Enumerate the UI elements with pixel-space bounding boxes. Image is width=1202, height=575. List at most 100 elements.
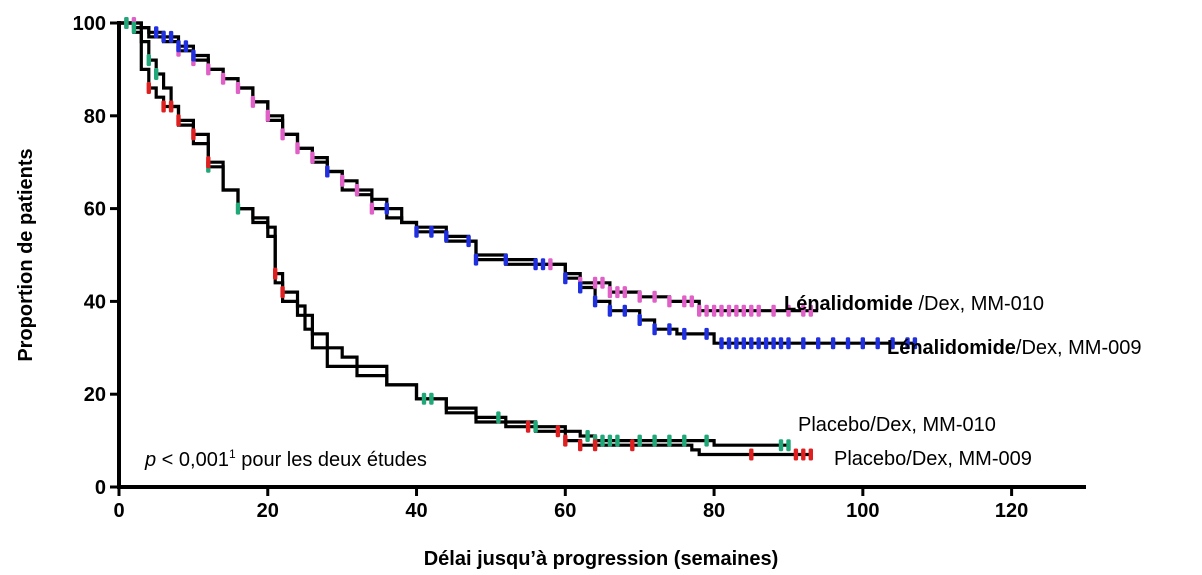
censor-mark-series-0 xyxy=(749,304,754,317)
censor-mark-series-1 xyxy=(325,165,330,178)
x-tick-label: 20 xyxy=(257,500,279,522)
censor-mark-series-0 xyxy=(756,304,761,317)
p-value-annotation: p < 0,0011 pour les deux études xyxy=(144,447,427,471)
censor-mark-series-3 xyxy=(525,420,531,433)
censor-mark-series-3 xyxy=(146,82,151,94)
censor-mark-series-0 xyxy=(615,286,620,299)
censor-mark-series-3 xyxy=(578,439,583,452)
censor-mark-series-3 xyxy=(206,156,211,169)
censor-mark-series-0 xyxy=(310,151,315,164)
censor-mark-series-2 xyxy=(652,434,657,447)
censor-mark-series-1 xyxy=(726,337,732,350)
y-tick-label: 20 xyxy=(84,384,106,406)
x-tick-label: 80 xyxy=(703,500,725,522)
censor-mark-series-0 xyxy=(622,286,627,299)
censor-mark-series-1 xyxy=(749,337,754,350)
censor-mark-series-3 xyxy=(273,267,278,280)
censor-mark-series-1 xyxy=(466,235,471,248)
censor-mark-series-3 xyxy=(630,439,635,452)
censor-mark-series-1 xyxy=(191,49,196,62)
censor-mark-series-1 xyxy=(845,337,851,350)
censor-marks xyxy=(124,17,918,461)
censor-mark-series-0 xyxy=(689,295,694,308)
censor-mark-series-3 xyxy=(563,434,568,447)
censor-mark-series-1 xyxy=(154,26,159,39)
censor-mark-series-3 xyxy=(801,448,806,461)
series-label-len-mm010-rest: /Dex, MM-010 xyxy=(913,293,1044,315)
censor-mark-series-1 xyxy=(682,327,687,340)
censor-mark-series-2 xyxy=(496,411,501,424)
censor-mark-series-1 xyxy=(533,258,538,271)
censor-mark-series-2 xyxy=(615,434,620,447)
p-suffix: pour les deux études xyxy=(236,449,427,471)
censor-mark-series-1 xyxy=(890,337,895,350)
censor-mark-series-1 xyxy=(704,327,709,340)
censor-mark-series-3 xyxy=(793,448,799,461)
censor-mark-series-1 xyxy=(429,225,434,238)
km-curve-series-2 xyxy=(119,21,789,447)
censor-mark-series-0 xyxy=(354,184,360,196)
censor-mark-series-0 xyxy=(592,276,598,289)
censor-mark-series-1 xyxy=(830,337,836,350)
series-label-pla-mm010: Placebo/Dex, MM-010 xyxy=(798,414,996,436)
p-italic: p xyxy=(144,449,156,471)
censor-mark-series-1 xyxy=(540,258,546,271)
censor-mark-series-2 xyxy=(682,434,687,447)
censor-mark-series-0 xyxy=(607,286,613,299)
censor-mark-series-0 xyxy=(726,304,732,317)
censor-mark-series-2 xyxy=(667,434,672,447)
km-curve-series-3 xyxy=(119,21,811,457)
censor-mark-series-0 xyxy=(734,304,739,317)
y-tick-label: 0 xyxy=(95,477,106,499)
censor-mark-series-0 xyxy=(340,174,345,187)
censor-mark-series-1 xyxy=(607,304,613,317)
censor-mark-series-2 xyxy=(607,434,613,447)
censor-mark-series-0 xyxy=(637,290,642,303)
censor-mark-series-1 xyxy=(734,337,739,350)
series-label-pla-mm009: Placebo/Dex, MM-009 xyxy=(834,448,1032,470)
censor-mark-series-2 xyxy=(533,420,538,433)
censor-mark-series-1 xyxy=(741,337,746,350)
censor-mark-series-0 xyxy=(220,72,226,85)
censor-mark-series-2 xyxy=(146,54,151,67)
p-superscript: 1 xyxy=(229,447,236,461)
censor-mark-series-3 xyxy=(176,114,181,127)
censor-mark-series-1 xyxy=(801,337,806,350)
series-label-len-mm009-bold: Lénalidomide xyxy=(887,337,1016,359)
censor-mark-series-0 xyxy=(265,109,270,122)
censor-mark-series-1 xyxy=(622,304,627,317)
censor-mark-series-3 xyxy=(161,100,166,113)
censor-mark-series-2 xyxy=(421,392,427,405)
y-tick-label: 100 xyxy=(73,13,106,35)
tick-labels: 0 20 40 60 80 100 120 0 20 40 60 80 100 xyxy=(73,13,1029,522)
censor-mark-series-2 xyxy=(585,430,590,442)
censor-mark-series-0 xyxy=(711,304,717,317)
series-label-len-mm009-rest: /Dex, MM-009 xyxy=(1016,337,1142,359)
axes xyxy=(110,21,1086,496)
censor-mark-series-1 xyxy=(503,253,508,266)
series-label-len-mm010: Lénalidomide /Dex, MM-010 xyxy=(784,293,1044,315)
p-value-text: < 0,001 xyxy=(156,449,229,471)
censor-mark-series-2 xyxy=(124,17,129,29)
censor-mark-series-0 xyxy=(704,304,709,317)
censor-mark-series-2 xyxy=(429,392,434,405)
censor-mark-series-0 xyxy=(786,304,791,317)
censor-mark-series-1 xyxy=(771,337,776,350)
censor-mark-series-1 xyxy=(473,253,479,266)
y-tick-label: 40 xyxy=(84,291,106,313)
censor-mark-series-1 xyxy=(875,337,880,350)
censor-mark-series-3 xyxy=(168,100,174,113)
x-tick-label: 0 xyxy=(113,500,124,522)
censor-mark-series-3 xyxy=(749,448,754,461)
censor-mark-series-2 xyxy=(778,439,784,452)
censor-mark-series-0 xyxy=(235,82,241,94)
censor-mark-series-0 xyxy=(808,304,813,317)
censor-mark-series-0 xyxy=(801,304,806,317)
censor-mark-series-0 xyxy=(771,304,776,317)
x-axis-title: Délai jusqu’à progression (semaines) xyxy=(424,548,779,570)
y-axis-title: Proportion de patients xyxy=(15,148,37,361)
censor-mark-series-0 xyxy=(697,304,702,317)
censor-mark-series-2 xyxy=(600,434,605,447)
censor-mark-series-1 xyxy=(592,295,598,308)
